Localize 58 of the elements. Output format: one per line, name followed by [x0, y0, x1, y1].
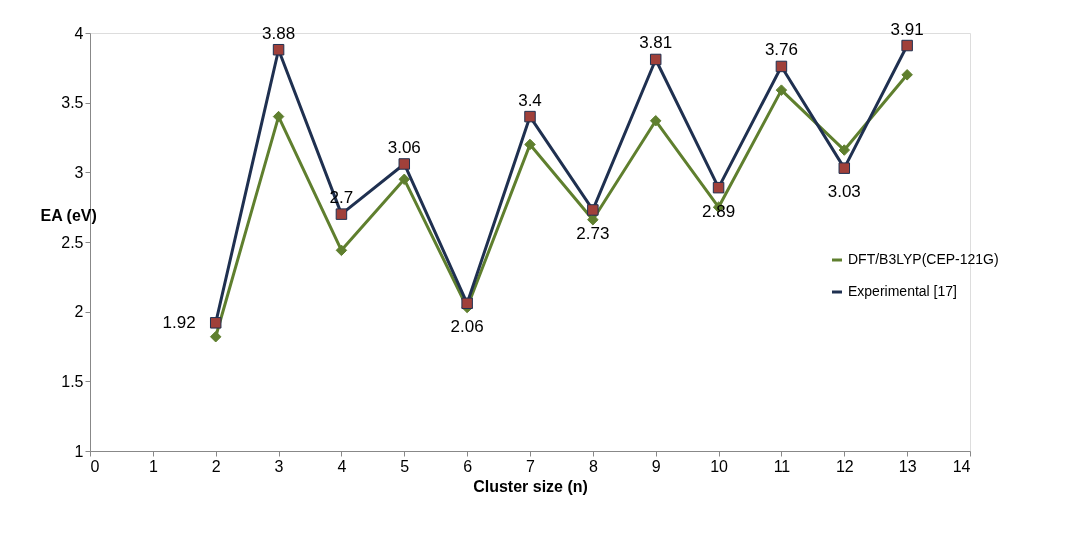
point — [209, 317, 222, 329]
point — [209, 331, 222, 343]
point — [901, 39, 913, 52]
data-label: 3.06 — [387, 137, 421, 157]
point — [712, 181, 725, 194]
y-tick-label: 2 — [74, 303, 84, 321]
x-tick-label: 9 — [651, 457, 661, 475]
y-tick-label: 3.5 — [61, 94, 84, 112]
point — [335, 208, 348, 220]
data-label: 3.4 — [518, 90, 542, 110]
data-label: 3.03 — [827, 182, 861, 202]
x-tick-label: 8 — [588, 457, 598, 475]
point — [649, 53, 662, 66]
point — [838, 162, 851, 174]
x-tick-label: 11 — [773, 457, 791, 475]
point — [775, 60, 788, 73]
x-tick-label: 12 — [835, 457, 854, 475]
data-label: 3.76 — [764, 40, 798, 60]
point — [398, 173, 411, 186]
y-tick-label: 2.5 — [61, 233, 84, 251]
data-label: 3.81 — [639, 33, 673, 53]
point — [335, 244, 348, 257]
legend-label: DFT/B3LYP(CEP-121G) — [848, 251, 999, 267]
point — [524, 138, 536, 151]
legend-label: Experimental [17] — [848, 283, 957, 299]
data-label: 2.06 — [450, 317, 484, 337]
y-tick-label: 4 — [74, 24, 84, 42]
data-label: 1.92 — [162, 312, 196, 332]
point — [272, 43, 285, 56]
x-tick-label: 6 — [463, 457, 473, 475]
data-label: 3.88 — [262, 23, 296, 43]
x-tick-label: 0 — [90, 457, 100, 475]
point — [272, 110, 285, 123]
point — [838, 144, 851, 156]
point — [775, 84, 788, 96]
y-tick-label: 1 — [74, 442, 84, 460]
x-tick-label: 14 — [952, 457, 971, 475]
x-tick-label: 5 — [400, 457, 410, 475]
data-label: 3.91 — [890, 19, 924, 39]
point — [524, 110, 536, 123]
point — [587, 204, 599, 216]
y-axis-title: EA (eV) — [40, 206, 97, 224]
x-tick-label: 13 — [898, 457, 917, 475]
data-label: 2.73 — [576, 223, 610, 243]
y-tick-label: 3 — [74, 163, 84, 181]
point — [461, 297, 473, 310]
point — [901, 69, 913, 81]
point — [649, 115, 662, 127]
x-tick-label: 2 — [211, 457, 221, 475]
y-tick-label: 1.5 — [61, 372, 84, 390]
x-tick-label: 7 — [526, 457, 536, 475]
point — [398, 158, 411, 170]
data-label: 2.89 — [702, 201, 736, 221]
x-tick-label: 10 — [710, 457, 729, 475]
x-tick-label: 1 — [148, 457, 158, 475]
x-tick-label: 4 — [337, 457, 347, 475]
x-axis-title: Cluster size (n) — [473, 477, 588, 495]
x-tick-label: 3 — [274, 457, 284, 475]
